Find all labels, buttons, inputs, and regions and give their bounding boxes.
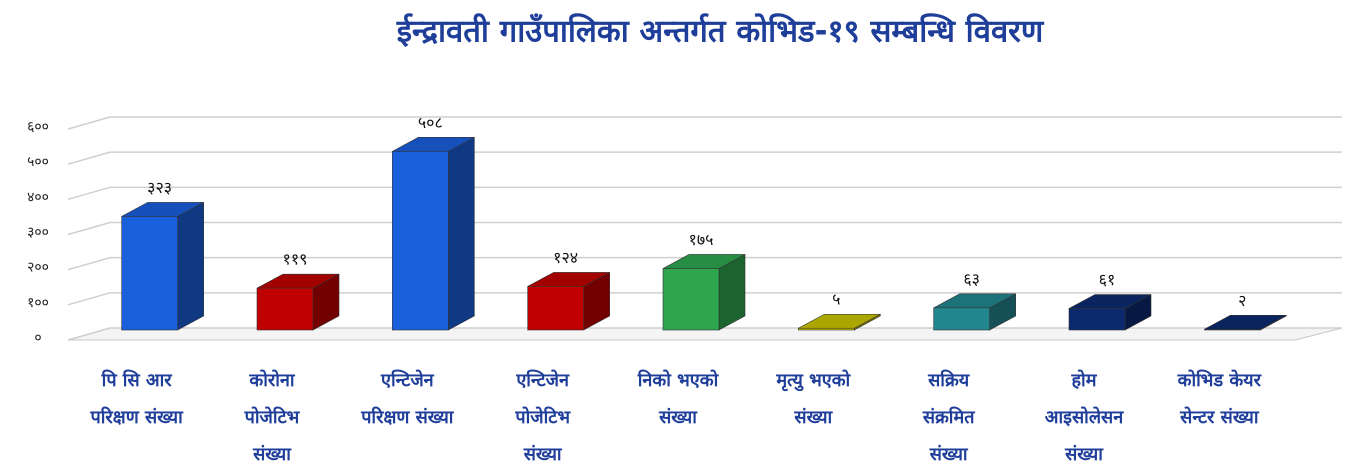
x-tick-label-line: सक्रिय [927,369,971,391]
bar-side [448,136,475,331]
chart-title: ईन्द्रावती गाउँपालिका अन्तर्गत कोभिड-१९ … [396,13,1045,50]
grid-line [67,116,1342,130]
x-tick-label-line: संख्या [252,444,292,465]
x-tick-label-line: मृत्यु भएको [775,369,851,392]
x-tick-label: मृत्यु भएको संख्या [775,369,851,428]
x-tick-label: होम आइसोलेसन संख्या [1045,369,1124,465]
x-tick-label-line: कोभिड केयर [1177,369,1262,391]
y-tick-label: १०० [27,295,49,311]
x-tick-label-line: संख्या [658,407,698,428]
bar-front [392,151,449,331]
x-tick-label-line: परिक्षण संख्या [360,406,455,428]
value-label: ६३ [963,269,980,288]
bar [527,271,610,331]
y-tick-label: ३०० [27,225,49,241]
x-tick-label: एन्टिजेन परिक्षण संख्या [360,369,455,428]
x-tick-label: कोभिड केयर सेन्टर संख्या [1177,369,1262,428]
x-tick-label: निको भएको संख्या [637,369,720,428]
x-tick-label-line: संक्रमित [922,406,975,428]
bar-front [798,327,855,331]
bar [121,201,204,331]
x-tick-label-line: पोजेटिभ [244,406,301,428]
bar-front [121,216,178,331]
x-tick-label-line: होम [1071,369,1098,391]
grid-line [67,151,1342,165]
bar [662,253,746,331]
bar [1068,294,1152,331]
x-tick-label-line: एन्टिजेन [515,369,570,391]
bar-front [1068,308,1126,331]
value-label: १२४ [553,248,578,267]
x-tick-label-line: आइसोलेसन [1045,406,1124,428]
grid-line [67,292,1342,306]
value-label: २ [1238,291,1246,310]
grid-line [67,186,1342,201]
x-tick-label-line: कोरोना [248,369,295,391]
bar [256,273,340,331]
bar-side [177,201,204,331]
value-label: ३२३ [147,178,172,197]
bar [798,313,881,331]
value-label: ६१ [1099,270,1116,289]
x-tick-label: कोरोना पोजेटिभ संख्या [244,369,301,465]
x-tick-label-line: सेन्टर संख्या [1179,406,1260,428]
x-tick-label-line: एन्टिजेन [380,369,435,391]
value-label: ५ [832,290,840,309]
x-tick-label-line: निको भएको [637,369,720,391]
x-tick-label-line: संख्या [929,444,969,465]
x-tick-label: एन्टिजेन पोजेटिभ संख्या [514,369,571,465]
y-tick-label: ५०० [27,154,49,170]
grid-line [67,256,1342,271]
x-tick-label: पि सि आर परिक्षण संख्या [90,369,185,428]
x-tick-label: सक्रिय संक्रमित संख्या [922,369,975,465]
bar [933,293,1016,331]
bar-front [256,287,314,331]
value-label: १७५ [689,230,714,249]
x-tick-label-line: पोजेटिभ [514,406,571,428]
y-tick-label: ० [34,330,41,346]
bar [1204,314,1287,331]
y-tick-label: २०० [27,260,49,276]
bar [392,136,475,331]
value-label: ११९ [283,250,308,269]
bar-front [527,286,584,331]
y-tick-label: ६०० [27,119,49,135]
bar-front [933,307,990,331]
y-tick-label: ४०० [27,189,49,205]
x-tick-label-line: पि सि आर [101,369,173,391]
grid-line [67,221,1342,236]
x-tick-label-line: संख्या [523,444,563,465]
bar-front [1204,328,1261,331]
x-tick-label-line: संख्या [1064,444,1104,465]
x-tick-label-line: संख्या [793,407,833,428]
bar-front [662,268,720,331]
grid-line [67,327,1342,341]
x-tick-label-line: परिक्षण संख्या [90,406,185,428]
value-label: ५०८ [418,113,443,132]
